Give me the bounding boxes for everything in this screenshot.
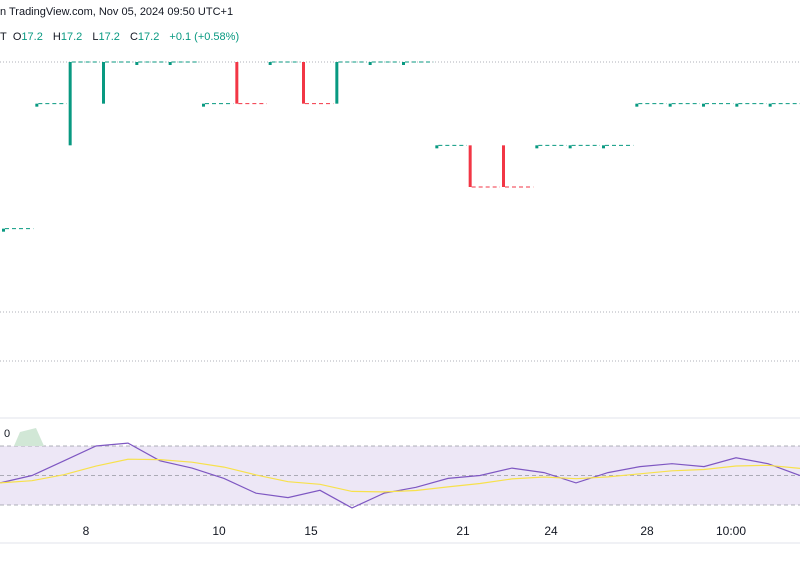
x-tick-label: 10 xyxy=(212,524,226,538)
close-label: C xyxy=(129,31,138,43)
high-value: 17.2 xyxy=(60,31,83,43)
candle xyxy=(168,62,172,65)
candle xyxy=(202,103,205,107)
candle xyxy=(435,145,439,149)
candle xyxy=(302,62,305,104)
chart-source-header: n TradingView.com, Nov 05, 2024 09:50 UT… xyxy=(0,6,234,18)
x-tick-label: 21 xyxy=(456,524,470,538)
candle xyxy=(135,62,139,65)
candle xyxy=(368,62,372,65)
x-tick-label: 15 xyxy=(304,524,318,538)
candle xyxy=(402,62,405,65)
candle xyxy=(2,228,5,232)
candle xyxy=(102,62,105,104)
candle xyxy=(668,103,672,107)
rsi-ma-line xyxy=(0,458,800,493)
candle xyxy=(68,62,72,146)
rsi-line xyxy=(0,442,800,509)
high-label: H xyxy=(52,31,61,43)
symbol-suffix: T xyxy=(0,31,7,43)
ohlc-legend: T O17.2 H17.2 L17.2 C17.2 +0.1 (+0.58%) xyxy=(0,31,246,43)
candle xyxy=(602,145,605,149)
candle xyxy=(735,103,739,107)
change-value: +0.1 (+0.58%) xyxy=(169,31,240,43)
open-label: O xyxy=(12,31,22,43)
x-tick-label: 10:00 xyxy=(716,524,746,538)
low-value: 17.2 xyxy=(98,31,120,43)
candle-series xyxy=(2,61,800,232)
rsi-value-label: 0 xyxy=(4,428,10,440)
candle xyxy=(35,103,39,107)
candle xyxy=(568,145,572,149)
candle xyxy=(702,103,705,107)
candle xyxy=(768,103,772,107)
close-value: 17.2 xyxy=(137,31,160,43)
x-tick-label: 28 xyxy=(640,524,654,538)
candle xyxy=(335,62,339,104)
x-tick-label: 8 xyxy=(83,524,90,538)
rsi-overbought-fill xyxy=(14,428,44,446)
x-tick-label: 24 xyxy=(544,524,558,538)
candle xyxy=(235,62,239,104)
candle xyxy=(535,145,539,149)
candle xyxy=(635,103,639,107)
low-label: L xyxy=(92,31,99,43)
open-value: 17.2 xyxy=(21,31,43,43)
candle xyxy=(502,145,505,187)
candle xyxy=(468,145,472,187)
rsi-pane xyxy=(0,428,800,509)
time-axis: 8 10 15 21 24 28 10:00 xyxy=(83,524,747,538)
candle xyxy=(268,62,272,65)
